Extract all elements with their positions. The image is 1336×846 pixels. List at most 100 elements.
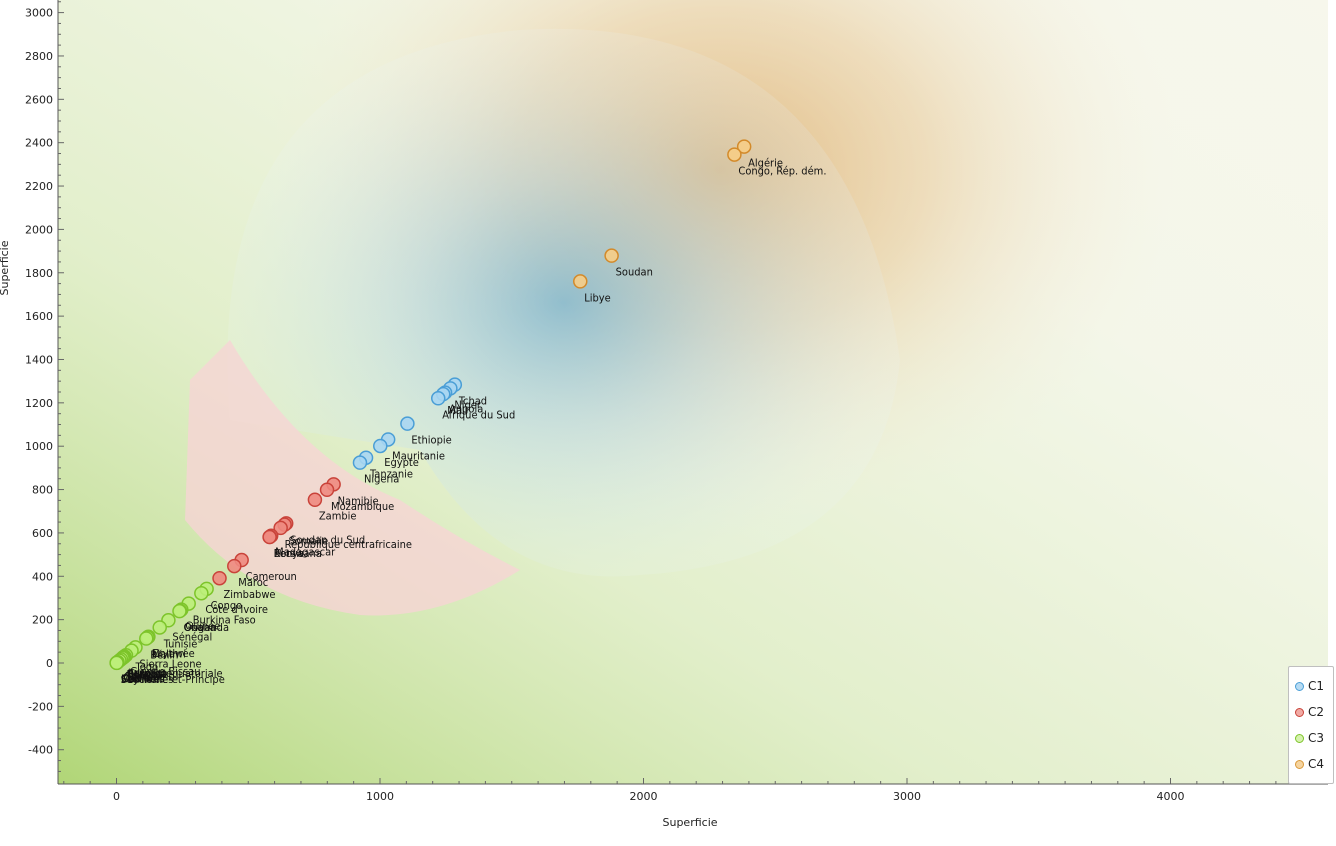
point-label: Burundi — [127, 667, 166, 680]
data-point-c3[interactable] — [194, 585, 209, 601]
y-axis-title: Superficie — [0, 240, 11, 295]
y-tick-label: 800 — [32, 484, 53, 497]
point-label: Namibie — [338, 494, 379, 507]
point-label: Niger — [454, 398, 482, 411]
y-tick-label: 1800 — [25, 267, 53, 280]
axis-ticks: 0 1000 2000 3000 4000 -400 -200 0 200 400 600 800 10… — [25, 1, 1330, 803]
y-tick-label: 2400 — [25, 137, 53, 150]
legend-label-c3: C3 — [1308, 731, 1325, 745]
point-label: São Tomé-et-Principe — [121, 673, 225, 686]
y-tick-label: -200 — [28, 700, 53, 713]
data-point-c3[interactable] — [139, 631, 154, 646]
point-label: Guinée-Bissau — [130, 665, 201, 678]
data-point-c2[interactable] — [227, 558, 242, 574]
point-label: Tunisie — [163, 637, 198, 650]
point-label: Zambie — [319, 510, 357, 523]
point-label: Mauritanie — [392, 449, 445, 462]
point-label: Comores — [121, 673, 165, 686]
legend-item-c2[interactable]: C2 — [1295, 705, 1324, 719]
point-label: Somalie — [289, 535, 329, 548]
point-label: Tchad — [458, 395, 487, 408]
y-tick-label: 1600 — [25, 310, 53, 323]
point-label: Congo — [211, 599, 243, 612]
point-label: Bénin — [150, 649, 178, 662]
data-point-c1[interactable] — [430, 391, 446, 406]
point-label: Malawi — [152, 647, 186, 660]
data-point-c4[interactable] — [736, 139, 752, 154]
point-label: Maroc — [238, 576, 268, 589]
data-points — [109, 139, 752, 671]
point-label: Madagascar — [275, 546, 336, 559]
data-point-c1[interactable] — [373, 438, 388, 454]
point-label: Guinée — [185, 620, 220, 633]
legend-item-c3[interactable]: C3 — [1295, 731, 1324, 745]
y-tick-label: -400 — [28, 744, 53, 757]
point-label: Mali — [447, 404, 467, 417]
legend-label-c4: C4 — [1308, 757, 1325, 771]
y-tick-label: 2200 — [25, 180, 53, 193]
data-point-c2[interactable] — [319, 482, 335, 498]
point-label: Lesotho — [128, 666, 167, 679]
y-tick-label: 1400 — [25, 353, 53, 366]
data-point-c2[interactable] — [262, 529, 277, 545]
c3-marker-icon — [1295, 733, 1304, 743]
data-point-c4[interactable] — [604, 248, 619, 263]
point-label: Soudan — [616, 266, 653, 279]
point-label: Ghana — [183, 621, 215, 634]
point-label: Guinée équatoriale — [128, 667, 223, 680]
point-label: Cameroun — [246, 570, 297, 583]
data-point-c4[interactable] — [573, 274, 588, 289]
y-tick-label: 1000 — [25, 440, 53, 453]
data-point-c2[interactable] — [307, 492, 323, 507]
legend-item-c1[interactable]: C1 — [1295, 679, 1324, 693]
point-label: Zimbabwe — [224, 588, 276, 601]
point-label: Djibouti — [127, 668, 165, 681]
c1-marker-icon — [1295, 681, 1304, 691]
legend-label-c2: C2 — [1308, 705, 1325, 719]
y-tick-label: 1200 — [25, 397, 53, 410]
data-point-c4[interactable] — [727, 147, 742, 162]
data-point-c1[interactable] — [352, 455, 368, 470]
legend-item-c4[interactable]: C4 — [1295, 757, 1324, 771]
y-tick-label: 600 — [32, 527, 53, 540]
data-point-c1[interactable] — [400, 416, 415, 431]
y-tick-label: 200 — [32, 614, 53, 627]
data-point-c2[interactable] — [212, 570, 227, 586]
point-label: Rwanda — [127, 667, 167, 680]
point-label: Kenya — [274, 547, 304, 560]
data-point-c3[interactable] — [109, 655, 124, 671]
data-point-c3[interactable] — [152, 620, 167, 635]
point-label: Côte d'Ivoire — [205, 603, 268, 616]
point-label: Ethiopie — [411, 434, 451, 447]
point-label: Nigeria — [364, 473, 399, 486]
legend-label-c1: C1 — [1308, 679, 1325, 693]
legend: C1 C2 C3 C4 — [1288, 666, 1334, 784]
point-label: Sénégal — [172, 630, 212, 643]
y-tick-label: 3000 — [25, 7, 53, 20]
point-label: Botswana — [274, 547, 322, 560]
point-label: Erythrée — [152, 647, 194, 660]
point-label: Mozambique — [331, 500, 394, 513]
point-label: République centrafricaine — [285, 538, 412, 551]
data-point-c3[interactable] — [172, 603, 187, 619]
x-tick-label: 0 — [113, 790, 120, 803]
point-label: Cap-Vert — [122, 672, 164, 685]
y-tick-label: 400 — [32, 570, 53, 583]
point-label: Gambie — [123, 671, 162, 684]
point-label: Maurice — [121, 673, 160, 686]
point-label: Ouganda — [184, 621, 229, 634]
point-label: Togo — [135, 661, 159, 674]
c4-marker-icon — [1295, 759, 1304, 769]
point-label: Seychelles — [121, 673, 174, 686]
decision-background — [58, 0, 1328, 784]
x-tick-label: 2000 — [630, 790, 658, 803]
point-label: Tanzanie — [369, 468, 413, 481]
point-label: Angola — [449, 403, 483, 416]
y-tick-label: 2800 — [25, 50, 53, 63]
data-point-c2[interactable] — [273, 520, 288, 536]
y-tick-label: 0 — [46, 657, 53, 670]
c2-marker-icon — [1295, 707, 1304, 717]
point-label: Egypte — [384, 456, 419, 469]
